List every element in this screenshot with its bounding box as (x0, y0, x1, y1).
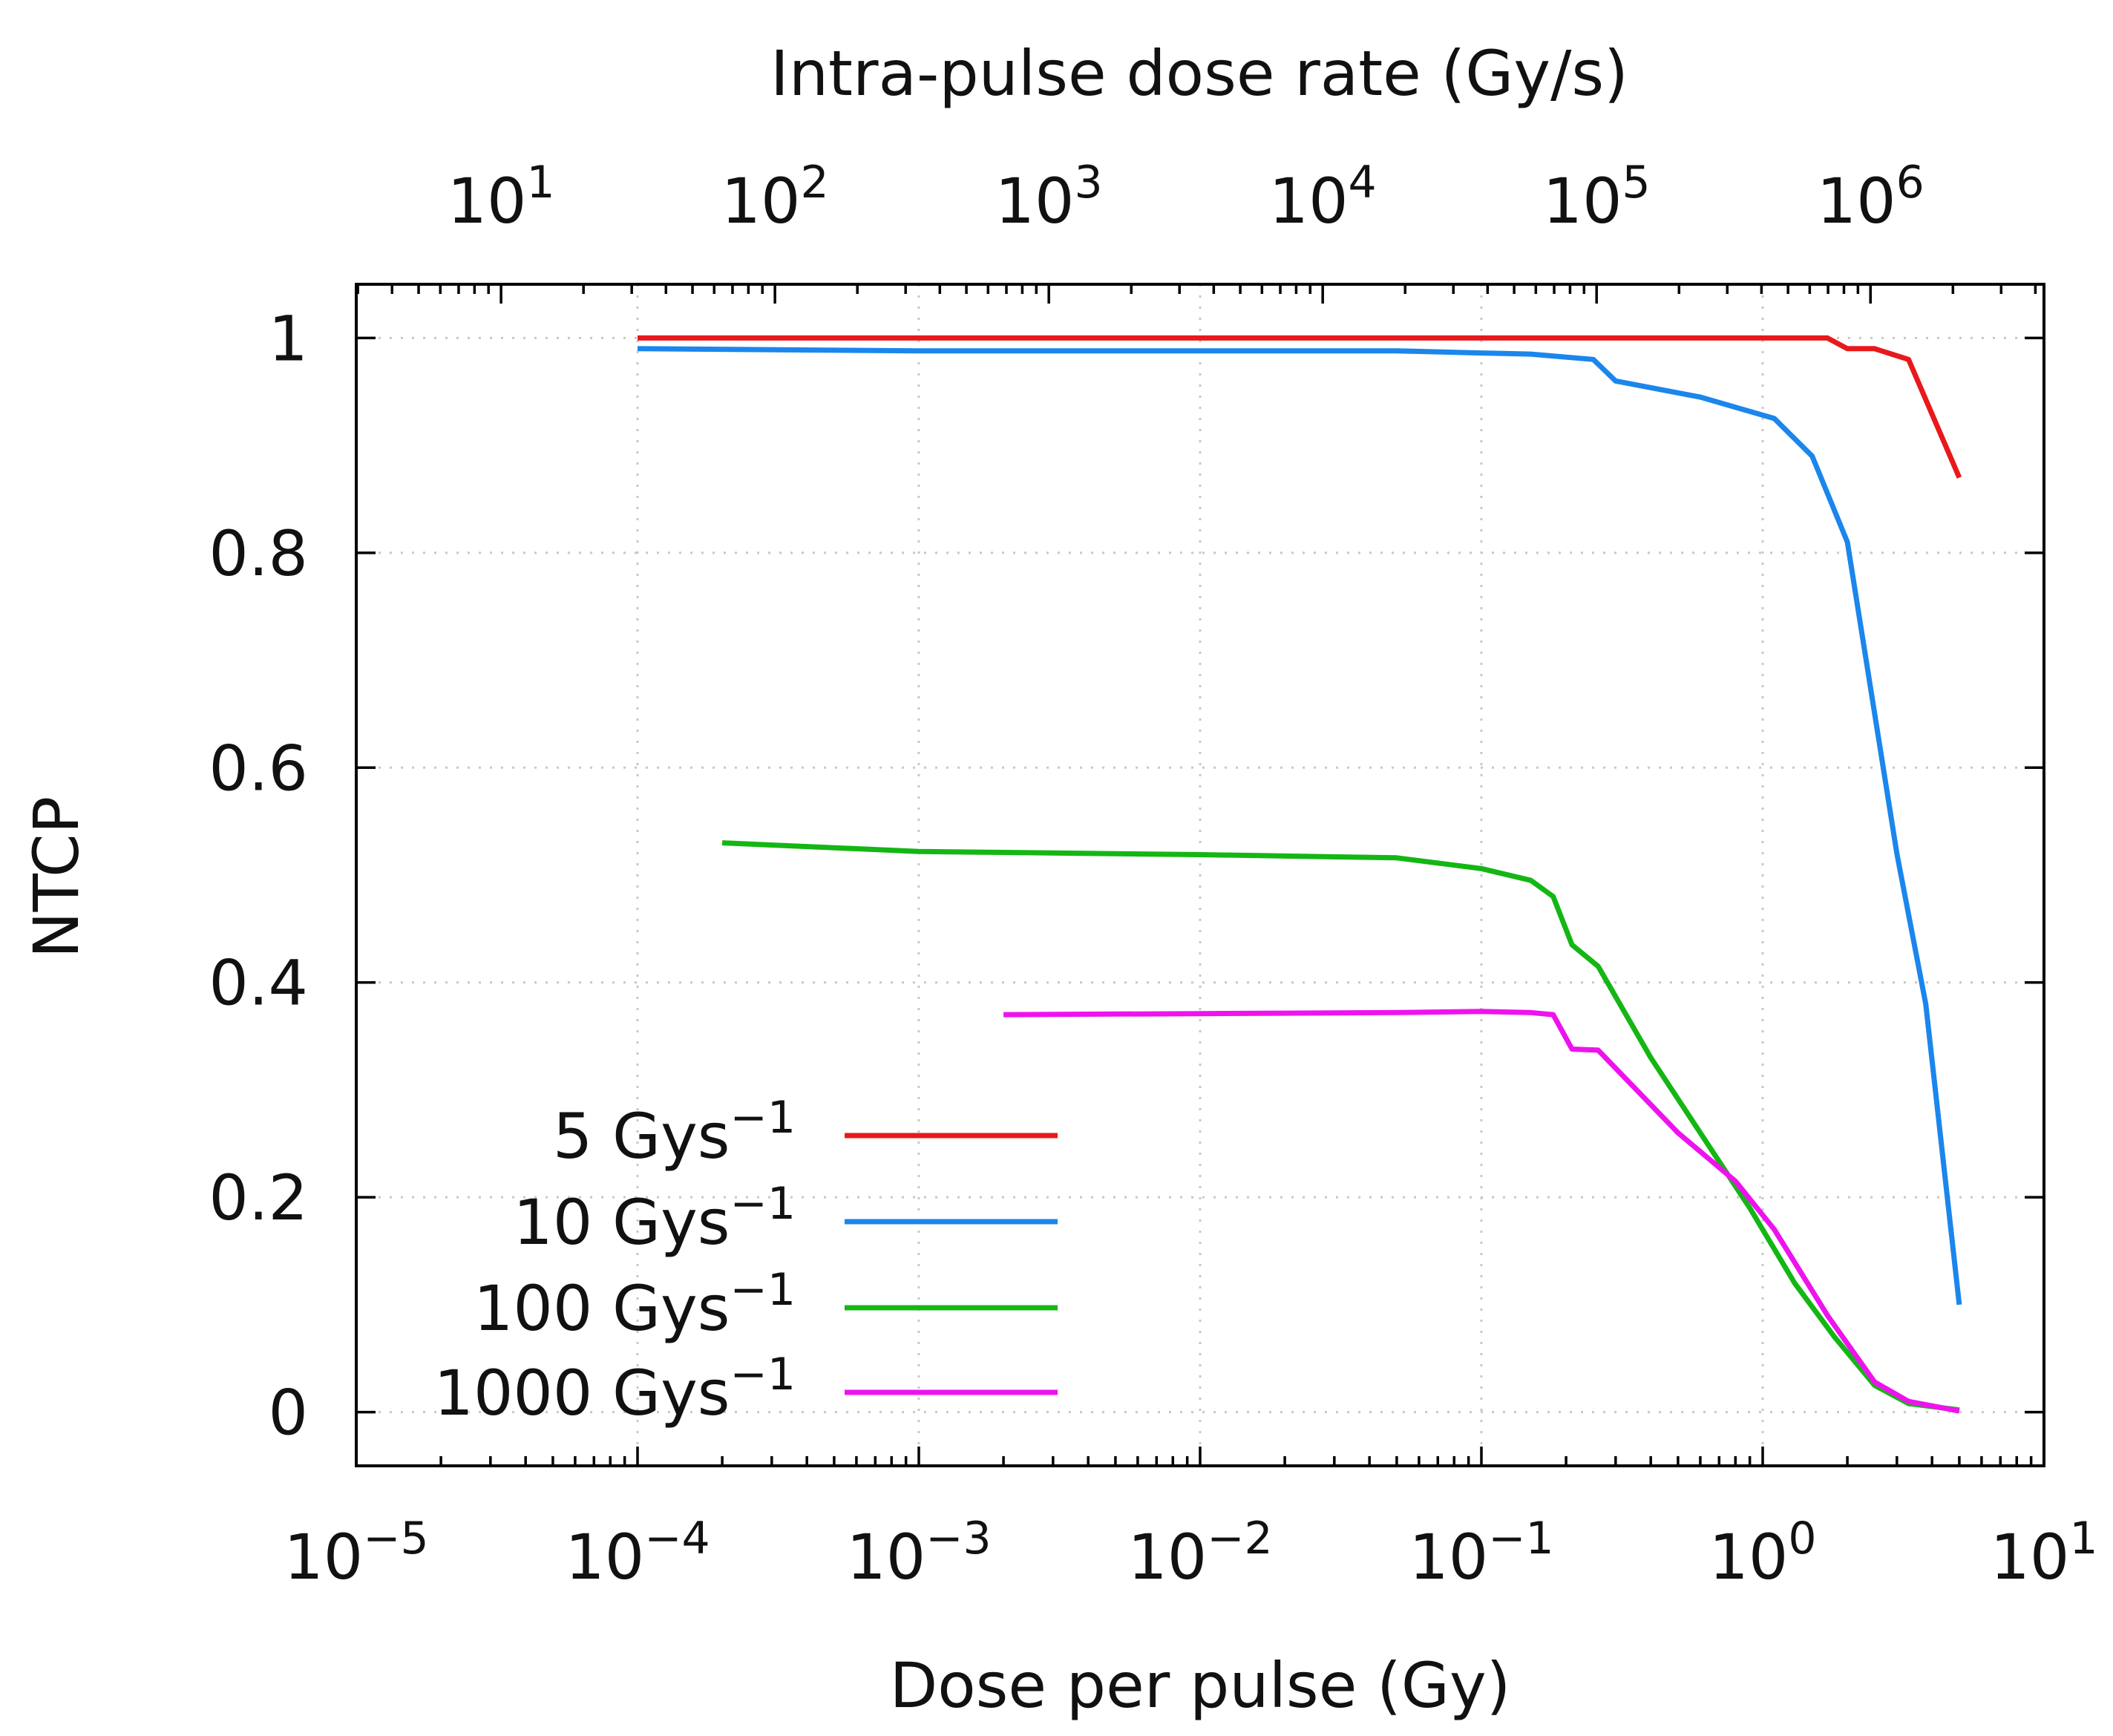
x-axis-title: Dose per pulse (Gy) (890, 1649, 1511, 1722)
series-line-4 (1003, 1009, 1960, 1414)
x-tick-label: 101 (1990, 1513, 2097, 1593)
series-line-2 (637, 346, 1962, 1306)
series-line-3 (721, 840, 1960, 1413)
series-line-1 (638, 335, 1962, 479)
x2-axis-title: Intra-pulse dose rate (Gy/s) (770, 37, 1628, 110)
grid-lines (356, 284, 2044, 1466)
x2-tick-label: 102 (721, 157, 829, 238)
x2-tick-label: 103 (995, 157, 1103, 238)
y-axis-title: NTCP (20, 796, 93, 959)
plot-frame (355, 283, 2045, 1467)
x-tick-label: 10−4 (565, 1513, 710, 1593)
legend-label-3: 100 Gys−1 (474, 1264, 796, 1345)
x-tick-labels: 10−5 10−4 10−3 10−2 10−1 100 101 (284, 1513, 2097, 1593)
x2-tick-labels: 101 102 103 104 105 106 (448, 157, 1924, 238)
x2-tick-label: 106 (1817, 157, 1924, 238)
y-tick-label: 1 (269, 302, 308, 375)
x-tick-label: 10−3 (846, 1513, 991, 1593)
axis-ticks (355, 284, 2045, 1466)
x-tick-label: 10−2 (1127, 1513, 1272, 1593)
y-tick-label: 0.2 (209, 1162, 308, 1234)
x2-tick-label: 105 (1543, 157, 1651, 238)
x-tick-label: 100 (1709, 1513, 1816, 1593)
legend-label-4: 1000 Gys−1 (434, 1349, 796, 1429)
y-tick-label: 0.6 (209, 732, 308, 805)
y-tick-labels: 0 0.2 0.4 0.6 0.8 1 (209, 302, 308, 1449)
series-lines (637, 335, 1962, 1414)
y-tick-label: 0.8 (209, 517, 308, 590)
x2-tick-label: 101 (448, 157, 555, 238)
legend-label-1: 5 Gys−1 (553, 1092, 796, 1173)
legend-label-2: 10 Gys−1 (513, 1178, 796, 1259)
x-tick-label: 10−1 (1409, 1513, 1553, 1593)
x-tick-label: 10−5 (284, 1513, 428, 1593)
y-tick-label: 0 (269, 1377, 308, 1450)
y-tick-label: 0.4 (209, 947, 308, 1020)
x2-tick-label: 104 (1269, 157, 1377, 238)
